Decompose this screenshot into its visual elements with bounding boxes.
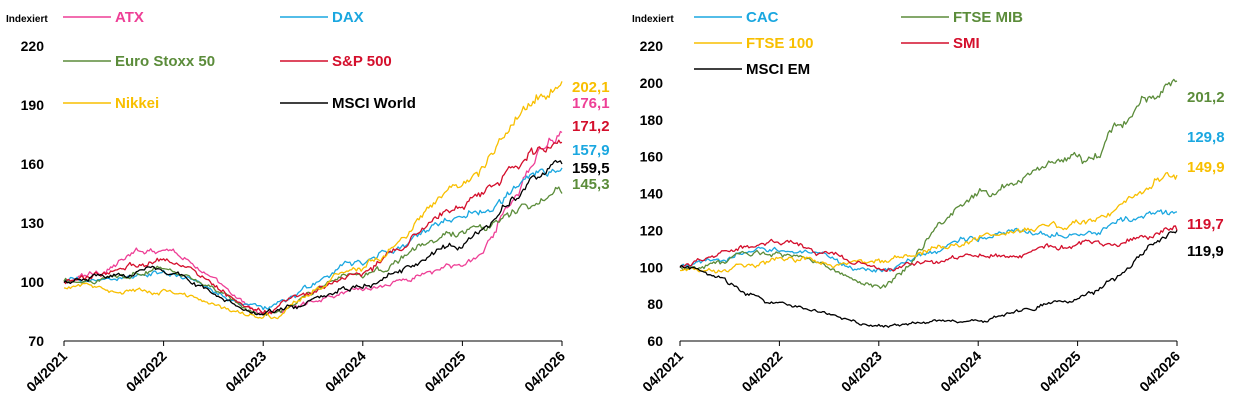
end-value-label-ftse-100: 149,9 [1187,159,1225,176]
end-value-label-ftse-mib: 201,2 [1187,89,1225,106]
end-value-label-dax: 157,9 [572,142,610,159]
legend-label-s-p-500: S&P 500 [332,53,392,70]
series-group [679,78,1178,328]
x-tick-label: 04/2026 [1136,348,1183,395]
end-value-label-msci-em: 119,9 [1187,243,1224,260]
y-axis-label: Indexiert [6,14,48,25]
y-tick-label: 80 [647,296,663,312]
y-tick-label: 190 [21,97,45,113]
end-value-label-s-p-500: 171,2 [572,118,610,135]
x-tick-label: 04/2022 [738,348,785,395]
legend-label-nikkei: Nikkei [115,95,159,112]
legend-label-smi: SMI [953,35,980,52]
y-tick-label: 220 [21,38,45,54]
y-tick-label: 100 [21,274,45,290]
series-line-ftse-100 [680,171,1178,274]
series-line-euro-stoxx-50 [63,186,563,316]
legend-label-euro-stoxx-50: Euro Stoxx 50 [115,53,215,70]
x-tick-label: 04/2023 [222,348,269,395]
x-tick-label: 04/2021 [23,348,70,395]
series-line-s-p-500 [63,139,563,315]
legend-label-msci-em: MSCI EM [746,61,810,78]
legend-label-ftse-100: FTSE 100 [746,35,814,52]
y-tick-label: 160 [21,156,45,172]
y-tick-label: 140 [640,186,664,202]
legend: CAC FTSE MIB FTSE 100 SMI MSCI EM [694,9,1023,78]
end-value-label-euro-stoxx-50: 145,3 [572,176,610,193]
end-value-label-msci-world: 159,5 [572,160,610,177]
x-tick-label: 04/2026 [521,348,568,395]
y-tick-label: 70 [28,333,44,349]
x-tick-label: 04/2024 [937,348,984,395]
end-value-label-cac: 129,8 [1187,129,1225,146]
series-line-msci-em [679,230,1178,328]
x-tick-label: 04/2023 [838,348,885,395]
legend-label-dax: DAX [332,9,364,26]
series-line-dax [63,167,563,311]
x-tick-label: 04/2024 [322,348,369,395]
chart-2: Indexiert 60 80 100 120 140 160 180 200 220 04/202… [632,9,1225,395]
y-tick-label: 200 [640,75,664,91]
end-labels: 129,8 201,2 149,9 119,7 119,9 [1187,89,1225,260]
y-tick-label: 130 [21,215,45,231]
series-line-ftse-mib [679,78,1178,290]
x-tick-label: 04/2022 [123,348,170,395]
y-tick-label: 60 [647,333,663,349]
legend-label-msci-world: MSCI World [332,95,416,112]
x-tick-label: 04/2025 [1037,348,1084,395]
series-line-cac [679,209,1178,273]
y-tick-label: 100 [640,259,664,275]
legend-label-cac: CAC [746,9,779,26]
end-labels: 176,1 157,9 145,3 171,2 202,1 159,5 [572,79,610,193]
y-tick-label: 220 [640,38,664,54]
y-tick-label: 120 [640,222,664,238]
legend: ATX DAX Euro Stoxx 50 S&P 500 Nikkei MSCI Wor… [63,9,416,112]
series-line-smi [679,225,1178,273]
legend-label-ftse-mib: FTSE MIB [953,9,1023,26]
x-tick-label: 04/2025 [421,348,468,395]
end-value-label-nikkei: 202,1 [572,79,610,96]
y-axis-label: Indexiert [632,14,674,25]
legend-label-atx: ATX [115,9,144,26]
end-value-label-atx: 176,1 [572,95,610,112]
end-value-label-smi: 119,7 [1187,216,1224,233]
x-tick-label: 04/2021 [639,348,686,395]
series-line-atx [63,130,563,315]
series-line-nikkei [63,81,563,320]
series-group [63,81,563,320]
y-tick-label: 180 [640,112,664,128]
y-tick-label: 160 [640,149,664,165]
series-line-msci-world [63,159,563,316]
chart-1: Indexiert 70 100 130 160 190 220 04/2021 04/2022… [6,9,610,395]
